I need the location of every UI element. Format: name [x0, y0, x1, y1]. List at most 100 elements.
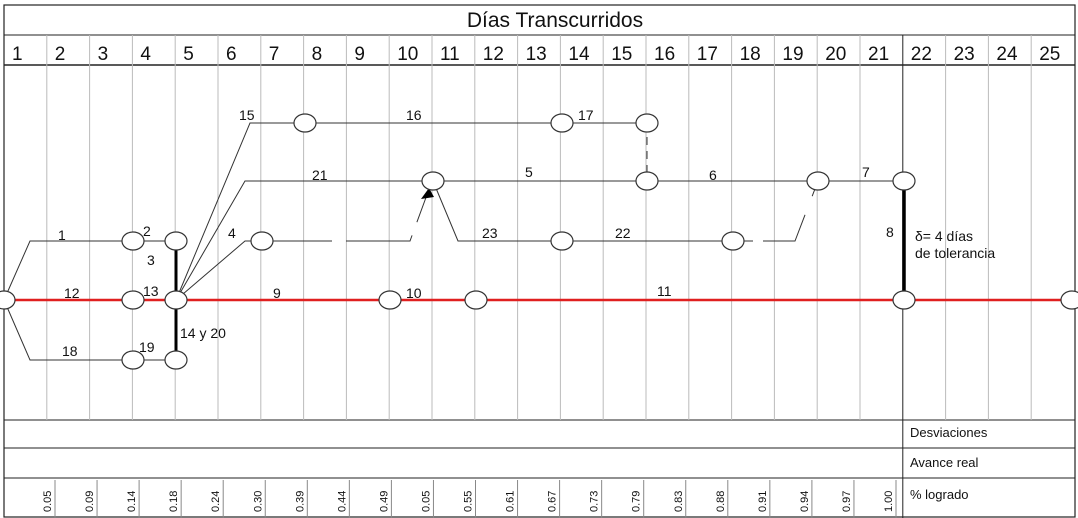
percent-value: 0.97	[841, 491, 853, 512]
percent-value: 0.55	[463, 491, 475, 512]
activity-label: 7	[862, 164, 870, 180]
day-number: 11	[440, 44, 460, 65]
event-node	[164, 290, 188, 310]
percent-value: 0.30	[252, 491, 264, 512]
percent-value: 0.05	[420, 491, 432, 512]
day-number: 15	[611, 44, 632, 65]
event-node	[164, 350, 188, 370]
activity-label: 21	[312, 167, 328, 183]
activity-edge	[175, 122, 305, 301]
percent-value: 0.49	[378, 491, 390, 512]
activity-label: 14 y 20	[180, 325, 226, 341]
activity-label: 18	[62, 343, 78, 359]
title: Días Transcurridos	[467, 9, 643, 32]
event-node	[806, 171, 830, 191]
day-number: 12	[483, 44, 504, 65]
percent-value: 0.09	[84, 491, 96, 512]
event-node	[164, 231, 188, 251]
event-node	[293, 113, 317, 133]
day-number: 16	[654, 44, 675, 65]
row-label: Desviaciones	[910, 425, 988, 440]
percent-value: 0.91	[757, 491, 769, 512]
day-number: 9	[354, 44, 365, 65]
day-number: 5	[183, 44, 194, 65]
event-node	[892, 171, 916, 191]
activity-edge	[733, 180, 819, 242]
activity-label: 22	[615, 225, 631, 241]
day-number: 24	[996, 44, 1018, 65]
activity-label: 6	[709, 167, 717, 183]
activity-label: 16	[406, 107, 422, 123]
percent-value: 0.94	[799, 491, 811, 512]
arrow-head	[421, 188, 434, 199]
day-number: 2	[55, 44, 66, 65]
activity-label: 8	[886, 224, 894, 240]
day-number: 20	[825, 44, 846, 65]
day-number: 10	[397, 44, 418, 65]
activity-label: 17	[578, 107, 594, 123]
day-number: 3	[98, 44, 109, 65]
percent-value: 0.79	[631, 491, 643, 512]
day-number: 4	[140, 44, 151, 65]
activity-label: 13	[143, 283, 159, 299]
percent-value: 0.88	[715, 491, 727, 512]
day-number: 19	[782, 44, 803, 65]
percent-value: 0.14	[126, 491, 138, 512]
row-label: % logrado	[910, 487, 969, 502]
activity-edge	[432, 180, 733, 242]
event-node	[250, 231, 274, 251]
event-node	[1060, 290, 1078, 310]
activity-label: 15	[239, 107, 255, 123]
activity-edge	[175, 240, 262, 301]
percent-value: 0.44	[336, 491, 348, 512]
day-number: 18	[740, 44, 761, 65]
day-number: 8	[312, 44, 323, 65]
activity-label: 4	[228, 225, 236, 241]
event-node	[550, 231, 574, 251]
day-number: 21	[868, 44, 889, 65]
activity-label: 5	[525, 164, 533, 180]
activity-label: 3	[147, 252, 155, 268]
day-number: 1	[12, 44, 23, 65]
event-node	[378, 290, 402, 310]
activity-label: 10	[406, 285, 422, 301]
event-node	[0, 290, 16, 310]
percent-value: 1.00	[883, 491, 895, 512]
percent-value: 0.67	[547, 491, 559, 512]
percent-value: 0.73	[589, 491, 601, 512]
activity-edge	[175, 180, 904, 301]
row-label: Avance real	[910, 455, 979, 470]
annotation: δ= 4 días	[915, 228, 973, 244]
day-number: 6	[226, 44, 237, 65]
day-number: 25	[1039, 44, 1060, 65]
activity-label: 9	[273, 285, 281, 301]
annotation: de tolerancia	[915, 245, 995, 261]
day-number: 17	[697, 44, 718, 65]
frame	[3, 4, 1076, 518]
activity-label: 11	[657, 283, 672, 299]
activity-edge	[3, 299, 133, 361]
activity-label: 19	[139, 339, 155, 355]
event-node	[464, 290, 488, 310]
percent-value: 0.39	[294, 491, 306, 512]
activity-edge	[3, 240, 133, 301]
event-node	[550, 113, 574, 133]
percent-value: 0.18	[168, 491, 180, 512]
percent-value: 0.05	[42, 491, 54, 512]
event-node	[892, 290, 916, 310]
day-number: 23	[954, 44, 975, 65]
day-number: 7	[269, 44, 280, 65]
percent-value: 0.83	[673, 491, 685, 512]
event-node	[121, 290, 145, 310]
event-node	[721, 231, 745, 251]
percent-value: 0.61	[505, 491, 517, 512]
day-number: 14	[568, 44, 590, 65]
day-number: 13	[526, 44, 547, 65]
event-node	[635, 113, 659, 133]
event-node	[121, 231, 145, 251]
event-node	[635, 171, 659, 191]
day-number: 22	[911, 44, 932, 65]
activity-label: 1	[58, 227, 66, 243]
event-node	[121, 350, 145, 370]
